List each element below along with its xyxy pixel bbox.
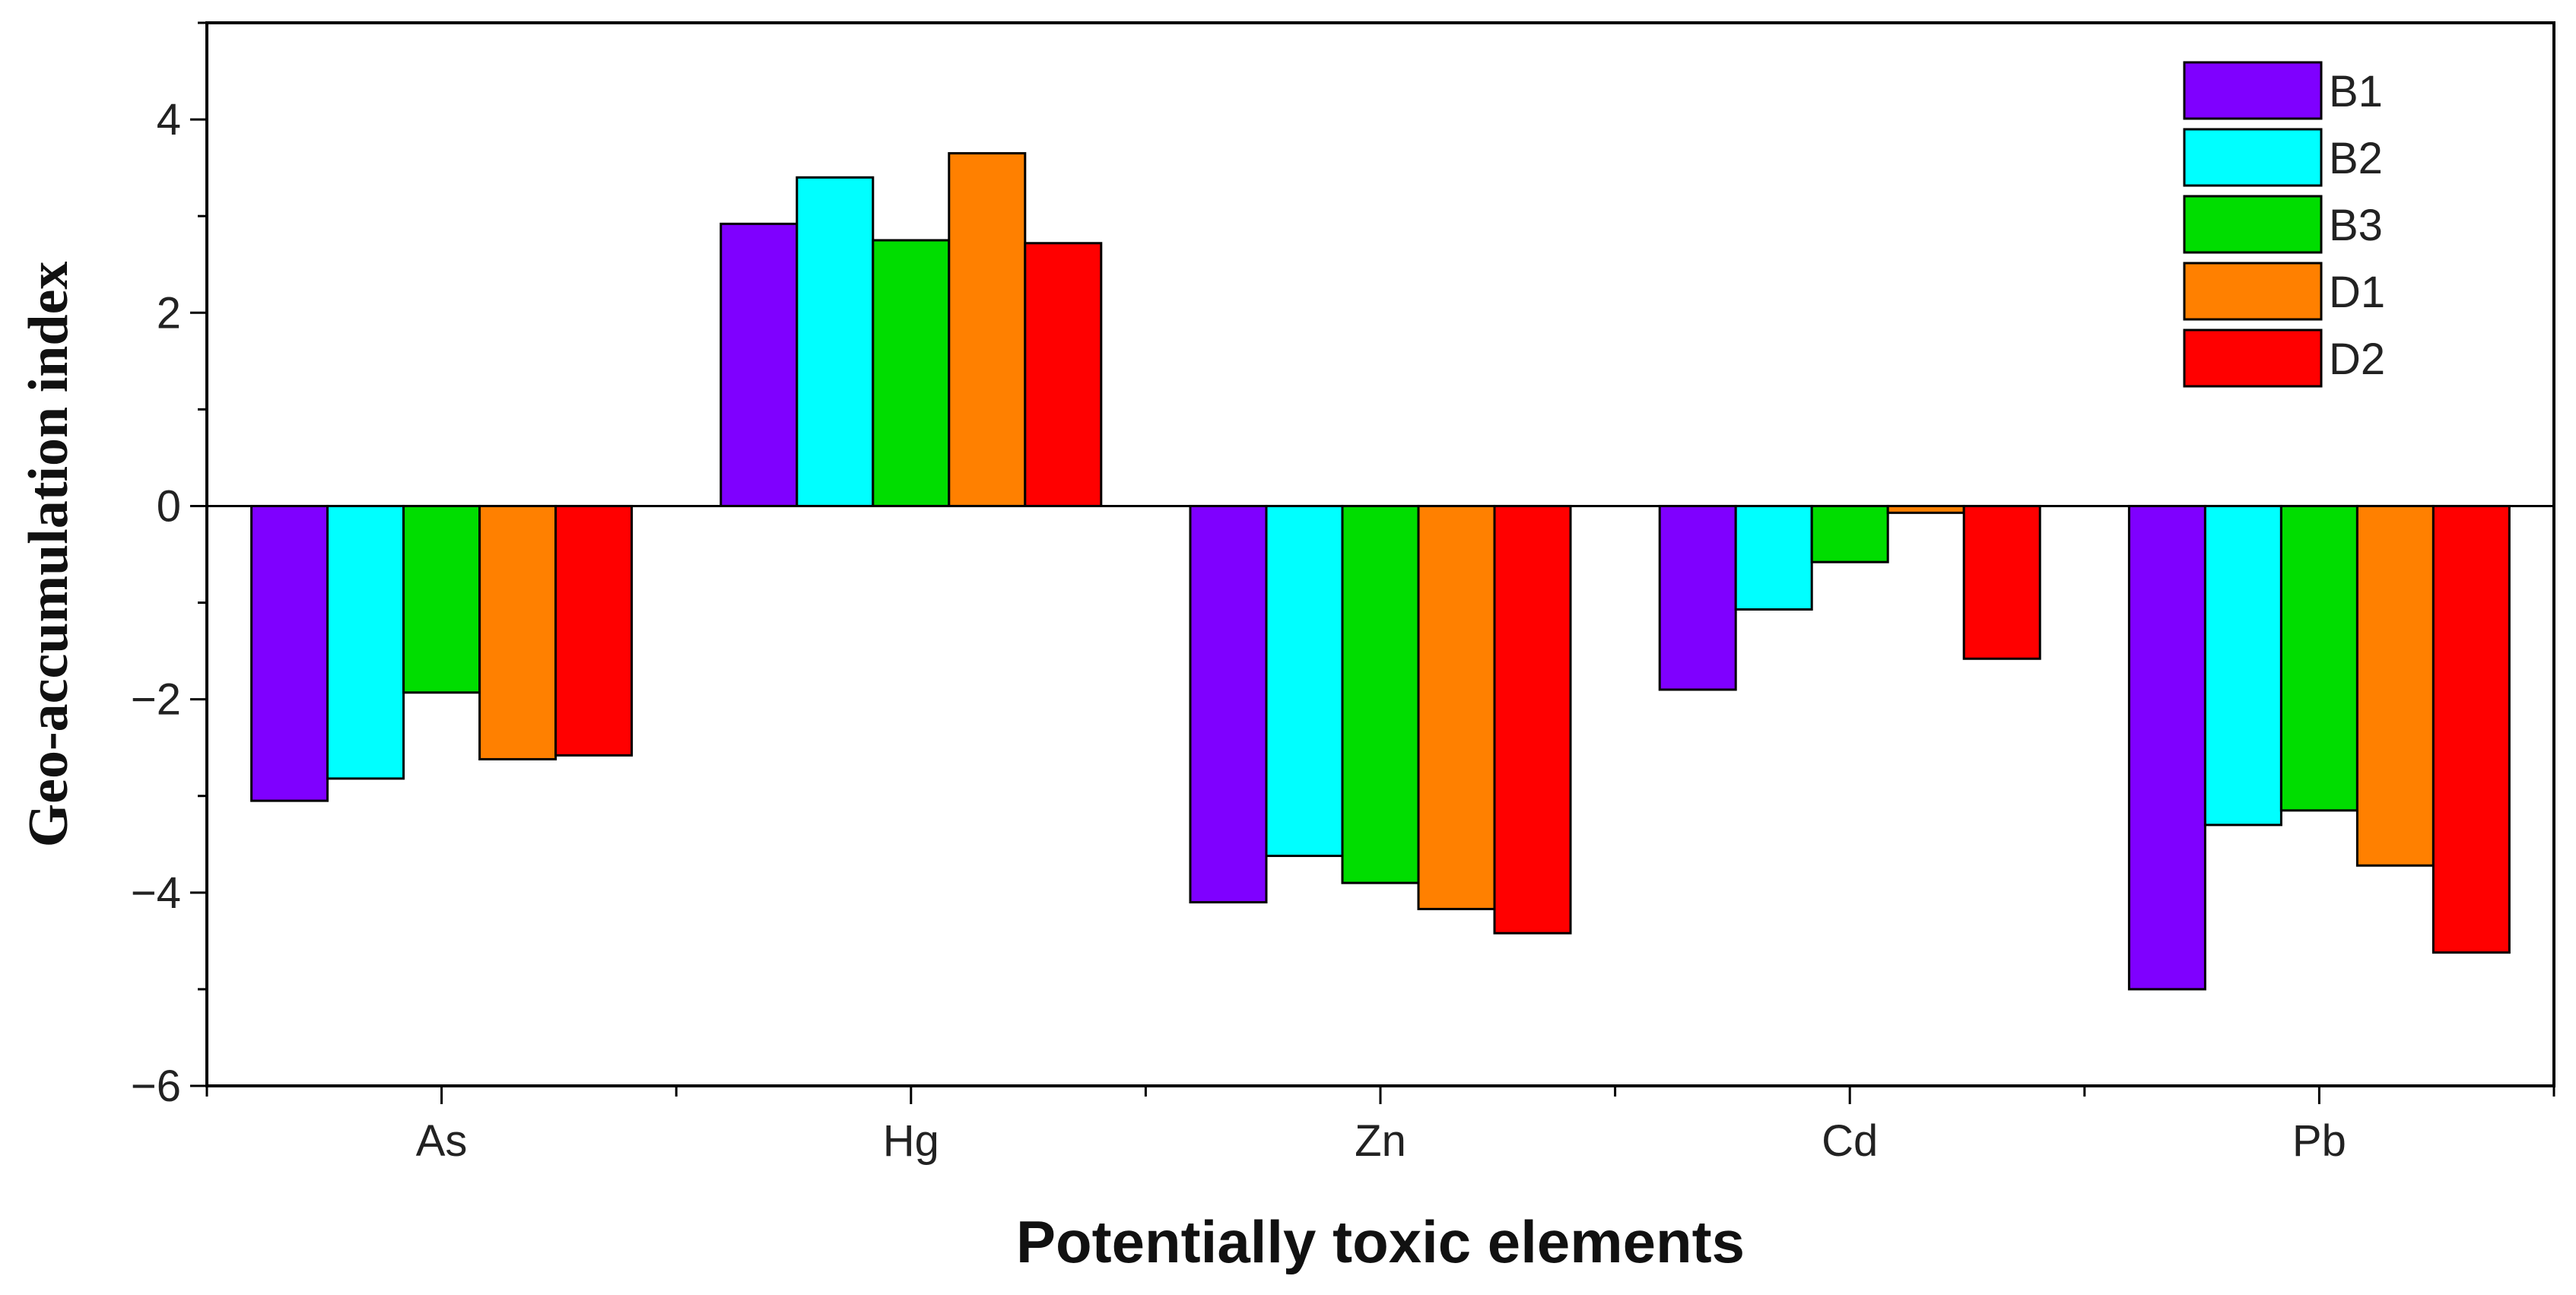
bar-b3-zn <box>1341 504 1420 884</box>
bar-b2-zn <box>1265 504 1344 858</box>
bars <box>250 152 2511 991</box>
y-tick-label: −6 <box>131 1062 181 1111</box>
bar-d2-cd <box>1962 504 2041 660</box>
bar-b1-cd <box>1658 504 1737 691</box>
legend-label-b1: B1 <box>2329 67 2383 116</box>
bar-d2-hg <box>1024 242 1103 507</box>
bar-b1-as <box>250 504 329 802</box>
legend-label-d1: D1 <box>2329 268 2385 317</box>
x-axis: As Hg Zn Cd Pb <box>205 1086 2555 1166</box>
bar-d1-as <box>478 504 557 760</box>
x-axis-title: Potentially toxic elements <box>1016 1208 1745 1275</box>
legend-swatch-d1 <box>2183 262 2323 321</box>
y-tick-label: 2 <box>157 288 181 338</box>
y-tick-label: 4 <box>157 95 181 144</box>
y-axis: −6 −4 −2 0 2 4 <box>131 21 207 1111</box>
legend-label-d2: D2 <box>2329 335 2385 384</box>
legend-label-b3: B3 <box>2329 201 2383 250</box>
legend: B1 B2 B3 D1 D2 <box>2183 61 2385 388</box>
bar-d2-zn <box>1493 504 1572 935</box>
bar-b2-cd <box>1734 504 1813 611</box>
legend-swatch-b1 <box>2183 61 2323 120</box>
bar-d1-hg <box>948 152 1027 507</box>
bar-b1-zn <box>1189 504 1268 904</box>
y-tick-label: −4 <box>131 868 181 918</box>
bar-b2-as <box>326 504 405 780</box>
bar-b2-pb <box>2203 504 2282 827</box>
bar-d1-pb <box>2355 504 2435 867</box>
bar-d2-as <box>554 504 634 757</box>
x-tick-label-hg: Hg <box>883 1116 939 1166</box>
legend-label-b2: B2 <box>2329 134 2383 183</box>
legend-swatch-b2 <box>2183 128 2323 187</box>
legend-swatch-d2 <box>2183 329 2323 388</box>
bar-b3-cd <box>1810 504 1889 563</box>
bar-b2-hg <box>796 176 875 507</box>
bar-d2-pb <box>2431 504 2511 954</box>
bar-b3-pb <box>2279 504 2358 812</box>
bar-b3-hg <box>872 239 951 507</box>
bar-d1-zn <box>1417 504 1496 910</box>
y-axis-title: Geo-accumulation index <box>17 262 80 848</box>
y-tick-label: −2 <box>131 675 181 725</box>
y-tick-label: 0 <box>157 481 181 531</box>
bar-d1-cd <box>1886 504 1965 514</box>
legend-swatch-b3 <box>2183 195 2323 254</box>
x-tick-label-zn: Zn <box>1355 1116 1406 1166</box>
x-tick-label-cd: Cd <box>1822 1116 1878 1166</box>
bar-b1-hg <box>719 222 799 507</box>
bar-b1-pb <box>2127 504 2206 991</box>
x-tick-label-as: As <box>416 1116 468 1166</box>
bar-b3-as <box>402 504 481 694</box>
x-tick-label-pb: Pb <box>2292 1116 2346 1166</box>
